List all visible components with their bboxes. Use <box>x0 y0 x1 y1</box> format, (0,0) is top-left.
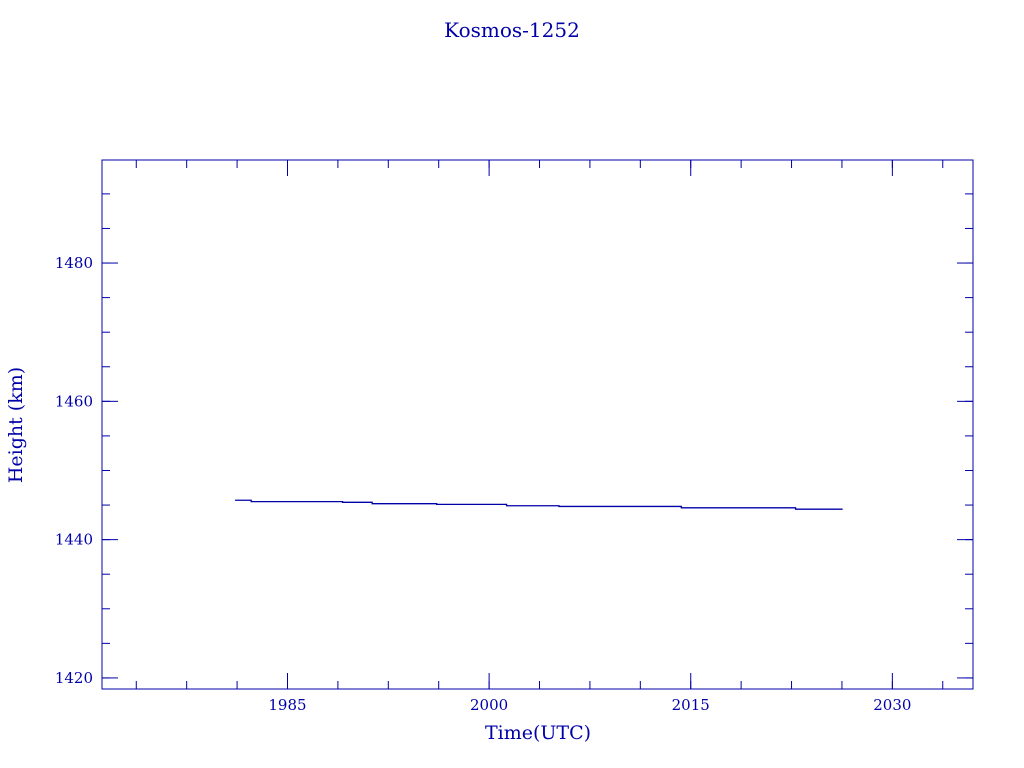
plot-frame <box>101 159 974 690</box>
x-tick-label: 2030 <box>873 696 911 714</box>
x-tick-label: 2000 <box>470 696 508 714</box>
y-tick-label: 1420 <box>55 669 93 687</box>
height-series-line <box>235 499 843 510</box>
y-tick-label: 1460 <box>55 392 93 410</box>
y-tick-label: 1480 <box>55 254 93 272</box>
y-axis-label: Height (km) <box>5 367 27 483</box>
chart-title: Kosmos-1252 <box>444 18 580 42</box>
x-tick-label: 1985 <box>268 696 306 714</box>
x-tick-label: 2015 <box>672 696 710 714</box>
y-tick-label: 1440 <box>55 531 93 549</box>
x-axis-label: Time(UTC) <box>485 722 591 744</box>
